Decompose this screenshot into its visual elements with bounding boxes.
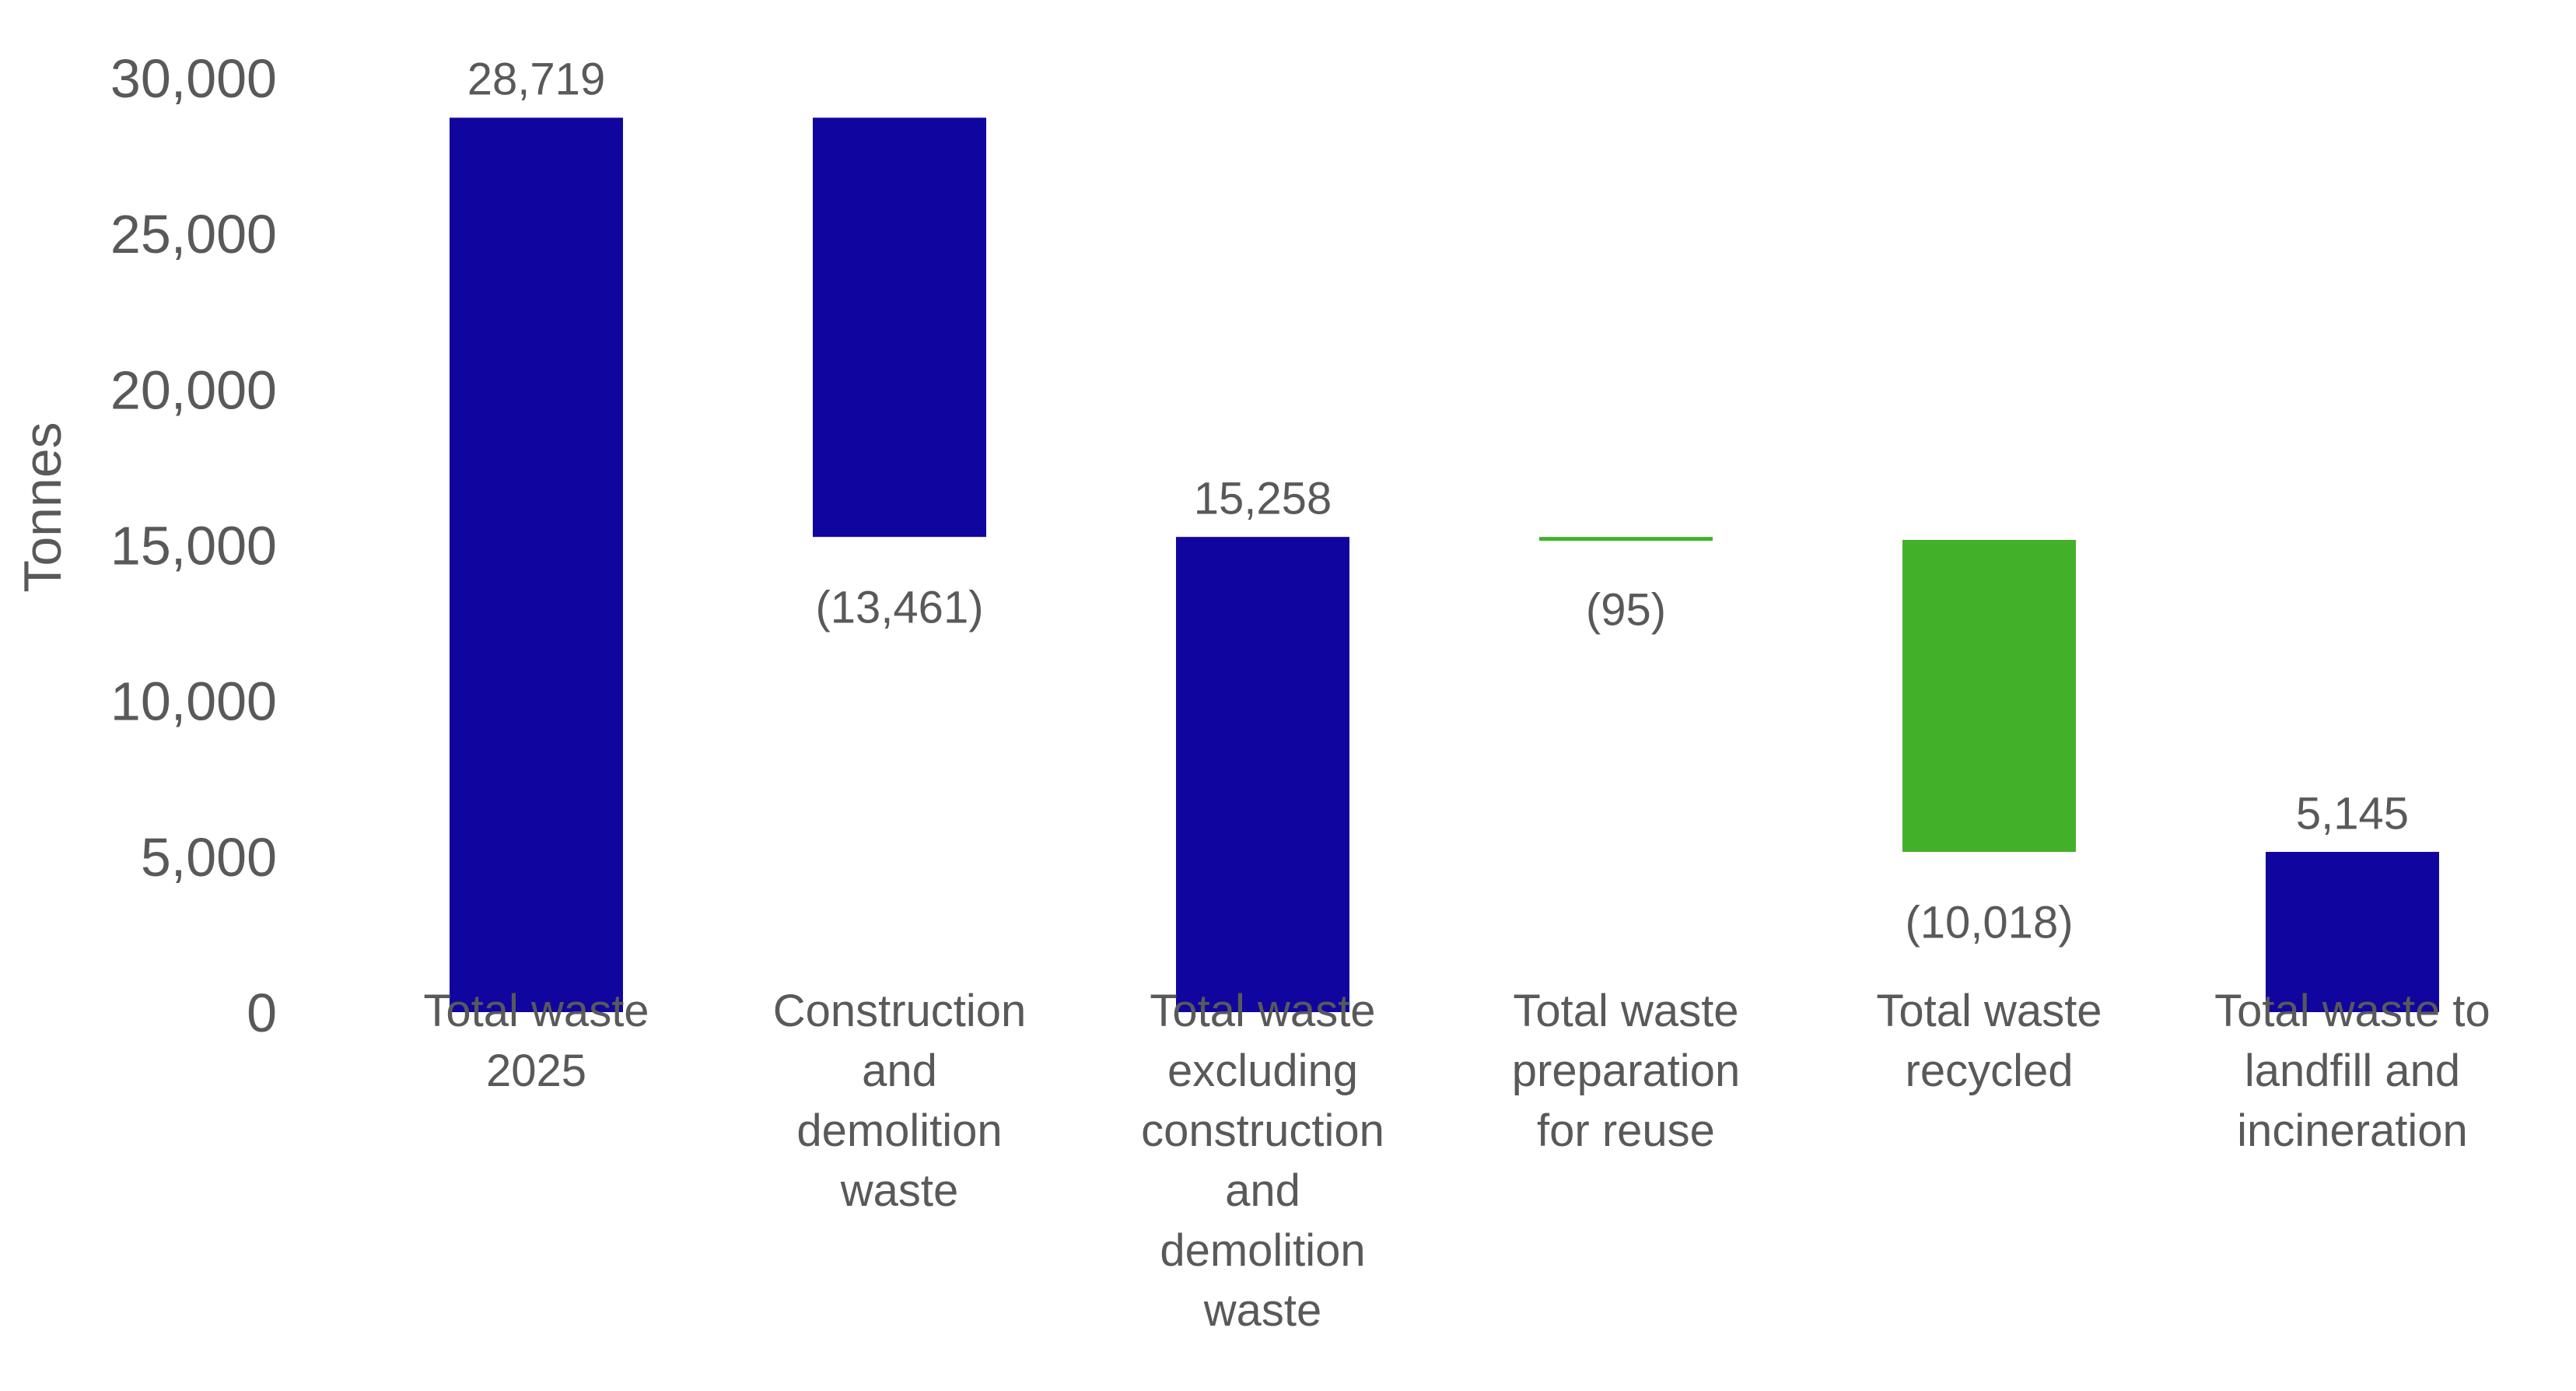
category-label-line: construction bbox=[1141, 1105, 1384, 1156]
category-label: Total waste 2025 bbox=[423, 986, 649, 1096]
category-label: Total waste to landfill and incineration bbox=[2214, 986, 2490, 1156]
data-label: 5,145 bbox=[2296, 788, 2409, 839]
data-label: 15,258 bbox=[1194, 473, 1332, 524]
category-label-line: recycled bbox=[1906, 1046, 2074, 1096]
category-label-line: Total waste bbox=[423, 986, 649, 1036]
y-tick-label: 0 bbox=[247, 983, 277, 1043]
category-label-line: Total waste to bbox=[2214, 986, 2490, 1036]
y-tick-label: 10,000 bbox=[110, 671, 277, 732]
category-label-line: excluding bbox=[1167, 1046, 1358, 1096]
data-label: 28,719 bbox=[467, 54, 605, 105]
category-label-line: incineration bbox=[2237, 1105, 2468, 1156]
bar-2 bbox=[813, 117, 986, 538]
category-label-line: Construction bbox=[773, 986, 1027, 1036]
category-label-line: Total waste bbox=[1513, 986, 1738, 1036]
category-label-line: Total waste bbox=[1876, 986, 2102, 1036]
data-label: (10,018) bbox=[1905, 897, 2073, 948]
category-label-line: for reuse bbox=[1537, 1105, 1715, 1156]
y-tick-label: 5,000 bbox=[141, 827, 277, 888]
y-axis-label: Tonnes bbox=[13, 422, 72, 592]
category-label: Total waste excluding construction and demol… bbox=[1141, 986, 1384, 1336]
bar-6 bbox=[2266, 852, 2439, 1012]
y-tick-label: 15,000 bbox=[110, 516, 277, 576]
category-label: Construction and demolition waste bbox=[773, 986, 1027, 1216]
category-label-line: 2025 bbox=[486, 1046, 586, 1096]
bar-1 bbox=[450, 117, 623, 1012]
category-label: Total waste preparation for reuse bbox=[1512, 986, 1740, 1156]
category-label: Total waste recycled bbox=[1876, 986, 2102, 1096]
category-label-line: waste bbox=[1203, 1285, 1322, 1336]
bar-3 bbox=[1176, 537, 1349, 1012]
data-label: (13,461) bbox=[815, 582, 983, 632]
category-label-line: waste bbox=[840, 1165, 959, 1216]
y-tick-label: 30,000 bbox=[110, 48, 277, 109]
category-label-line: demolition bbox=[796, 1105, 1002, 1156]
category-label-line: Total waste bbox=[1150, 986, 1375, 1036]
y-tick-label: 20,000 bbox=[110, 359, 277, 420]
category-label-line: demolition bbox=[1160, 1225, 1365, 1276]
bar-4 bbox=[1539, 537, 1713, 541]
category-label-line: and bbox=[1225, 1165, 1300, 1216]
data-label: (95) bbox=[1586, 584, 1666, 635]
category-label-line: preparation bbox=[1512, 1046, 1740, 1096]
bar-5 bbox=[1902, 539, 2076, 853]
category-label-line: and bbox=[862, 1046, 937, 1096]
category-label-line: landfill and bbox=[2245, 1046, 2460, 1096]
y-tick-label: 25,000 bbox=[110, 204, 277, 265]
